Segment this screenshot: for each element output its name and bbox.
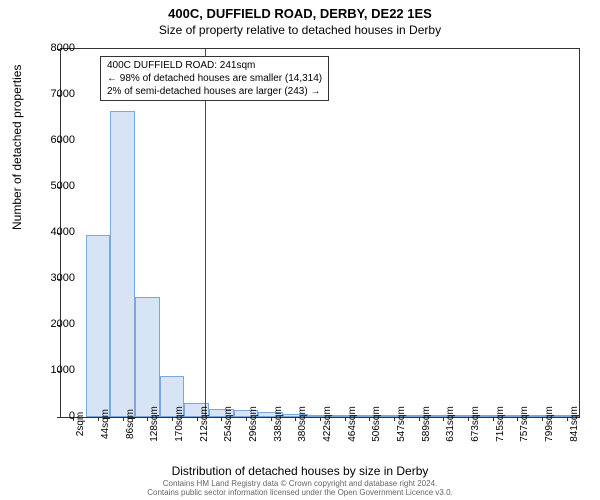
y-tick-label: 7000 (51, 88, 75, 100)
x-tick-mark (123, 417, 124, 421)
x-tick-mark (468, 417, 469, 421)
x-tick-label: 422sqm (322, 406, 333, 442)
x-tick-mark (394, 417, 395, 421)
x-tick-mark (197, 417, 198, 421)
histogram-bar (110, 111, 135, 417)
y-tick-label: 3000 (51, 272, 75, 284)
x-tick-label: 296sqm (248, 406, 259, 442)
page-subtitle: Size of property relative to detached ho… (0, 21, 600, 41)
annotation-box: 400C DUFFIELD ROAD: 241sqm ← 98% of deta… (100, 56, 329, 101)
x-tick-label: 589sqm (421, 406, 432, 442)
x-tick-mark (345, 417, 346, 421)
y-axis-label: Number of detached properties (10, 65, 24, 230)
x-tick-mark (542, 417, 543, 421)
x-tick-mark (246, 417, 247, 421)
y-tick-label: 1000 (51, 364, 75, 376)
y-tick-label: 2000 (51, 318, 75, 330)
x-tick-label: 86sqm (125, 409, 136, 439)
x-tick-label: 44sqm (100, 409, 111, 439)
histogram-bar (86, 235, 111, 417)
footer: Contains HM Land Registry data © Crown c… (0, 480, 600, 498)
x-tick-mark (172, 417, 173, 421)
x-tick-label: 128sqm (149, 406, 160, 442)
y-tick-label: 6000 (51, 134, 75, 146)
x-tick-label: 799sqm (544, 406, 555, 442)
annotation-line2: ← 98% of detached houses are smaller (14… (107, 72, 322, 85)
x-tick-mark (271, 417, 272, 421)
chart-area: 400C DUFFIELD ROAD: 241sqm ← 98% of deta… (60, 48, 580, 418)
x-tick-mark (98, 417, 99, 421)
annotation-line3: 2% of semi-detached houses are larger (2… (107, 85, 322, 98)
x-tick-label: 841sqm (569, 406, 580, 442)
y-tick-label: 4000 (51, 226, 75, 238)
x-tick-label: 547sqm (396, 406, 407, 442)
x-tick-mark (567, 417, 568, 421)
x-tick-label: 715sqm (495, 406, 506, 442)
x-tick-mark (320, 417, 321, 421)
x-tick-label: 757sqm (519, 406, 530, 442)
x-tick-label: 212sqm (199, 406, 210, 442)
footer-line2: Contains public sector information licen… (0, 489, 600, 498)
y-tick-label: 5000 (51, 180, 75, 192)
x-tick-label: 254sqm (223, 406, 234, 442)
x-tick-mark (419, 417, 420, 421)
y-tick-label: 8000 (51, 42, 75, 54)
x-tick-label: 506sqm (371, 406, 382, 442)
annotation-line1: 400C DUFFIELD ROAD: 241sqm (107, 59, 322, 72)
x-tick-label: 464sqm (347, 406, 358, 442)
plot (60, 48, 580, 418)
x-tick-mark (493, 417, 494, 421)
x-axis-label: Distribution of detached houses by size … (0, 464, 600, 478)
y-tick-mark (57, 417, 61, 418)
x-tick-label: 2sqm (75, 412, 86, 436)
x-tick-label: 380sqm (297, 406, 308, 442)
histogram-bar (135, 297, 160, 417)
x-tick-label: 631sqm (445, 406, 456, 442)
x-tick-label: 338sqm (273, 406, 284, 442)
page-title: 400C, DUFFIELD ROAD, DERBY, DE22 1ES (0, 0, 600, 21)
marker-line (205, 49, 206, 417)
x-tick-label: 170sqm (174, 406, 185, 442)
x-tick-label: 673sqm (470, 406, 481, 442)
